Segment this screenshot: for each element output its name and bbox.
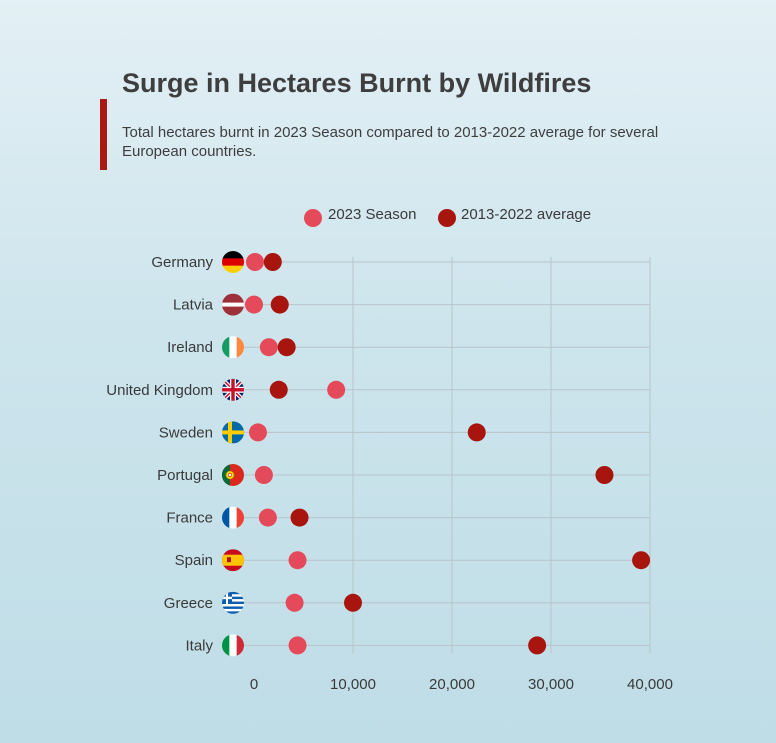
x-tick-label: 20,000: [429, 676, 475, 693]
data-points: [245, 253, 651, 655]
dot-2023-season: [248, 423, 267, 442]
dot-2013-2022-average: [277, 338, 296, 357]
category-labels: Germany Latvia Ireland United Kingdom Sweden…: [106, 254, 213, 654]
dot-2013-2022-average: [263, 253, 282, 271]
x-tick-label: 0: [250, 676, 258, 693]
dot-2023-season: [245, 295, 263, 314]
category-label: Portugal: [157, 467, 213, 484]
dot-2023-season: [259, 338, 278, 357]
category-label: Italy: [185, 637, 213, 654]
dot-2023-season: [327, 380, 346, 399]
category-label: Latvia: [173, 297, 214, 314]
legend-marker: [304, 209, 322, 227]
dot-2023-season: [288, 636, 307, 655]
dot-2013-2022-average: [632, 551, 651, 570]
ireland-flag-icon: [222, 336, 244, 359]
flags: [222, 251, 244, 657]
italy-flag-icon: [222, 634, 244, 657]
greece-flag-icon: [222, 591, 244, 614]
dot-2013-2022-average: [467, 423, 486, 442]
latvia-flag-icon: [222, 293, 244, 316]
category-label: Sweden: [159, 424, 213, 441]
dot-2013-2022-average: [528, 636, 547, 655]
grid-lines: [352, 257, 651, 654]
dot-2013-2022-average: [344, 593, 362, 612]
portugal-flag-icon: [222, 464, 244, 486]
dot-2023-season: [288, 551, 307, 570]
category-label: Germany: [151, 254, 213, 271]
x-tick-label: 30,000: [528, 676, 574, 693]
legend-label: 2023 Season: [328, 206, 416, 223]
dot-2013-2022-average: [270, 295, 289, 314]
category-label: Spain: [175, 552, 213, 569]
legend: 2023 Season 2013-2022 average: [304, 206, 591, 227]
legend-marker: [438, 209, 456, 227]
france-flag-icon: [222, 506, 244, 529]
chart-title: Surge in Hectares Burnt by Wildfires: [122, 68, 592, 98]
category-label: Ireland: [167, 339, 213, 356]
dot-2013-2022-average: [595, 466, 614, 484]
dot-2023-season: [285, 593, 304, 612]
x-tick-label: 10,000: [330, 676, 376, 693]
x-axis-ticks: 0 10,000 20,000 30,000 40,000: [250, 676, 673, 693]
legend-label: 2013-2022 average: [461, 206, 591, 223]
chart-subtitle: Total hectares burnt in 2023 Season comp…: [122, 124, 659, 160]
x-tick-label: 40,000: [627, 676, 673, 693]
dot-2023-season: [254, 466, 273, 484]
dot-2013-2022-average: [269, 380, 288, 399]
dot-2023-season: [258, 508, 277, 527]
spain-flag-icon: [222, 549, 244, 572]
row-lines: [233, 261, 650, 646]
germany-flag-icon: [222, 251, 244, 273]
category-label: France: [166, 510, 213, 527]
dot-2023-season: [245, 253, 264, 271]
sweden-flag-icon: [222, 421, 244, 444]
dot-2013-2022-average: [290, 508, 309, 527]
title-accent-bar: [100, 99, 107, 170]
category-label: United Kingdom: [106, 382, 213, 399]
uk-flag-icon: [222, 378, 244, 401]
category-label: Greece: [164, 595, 213, 612]
